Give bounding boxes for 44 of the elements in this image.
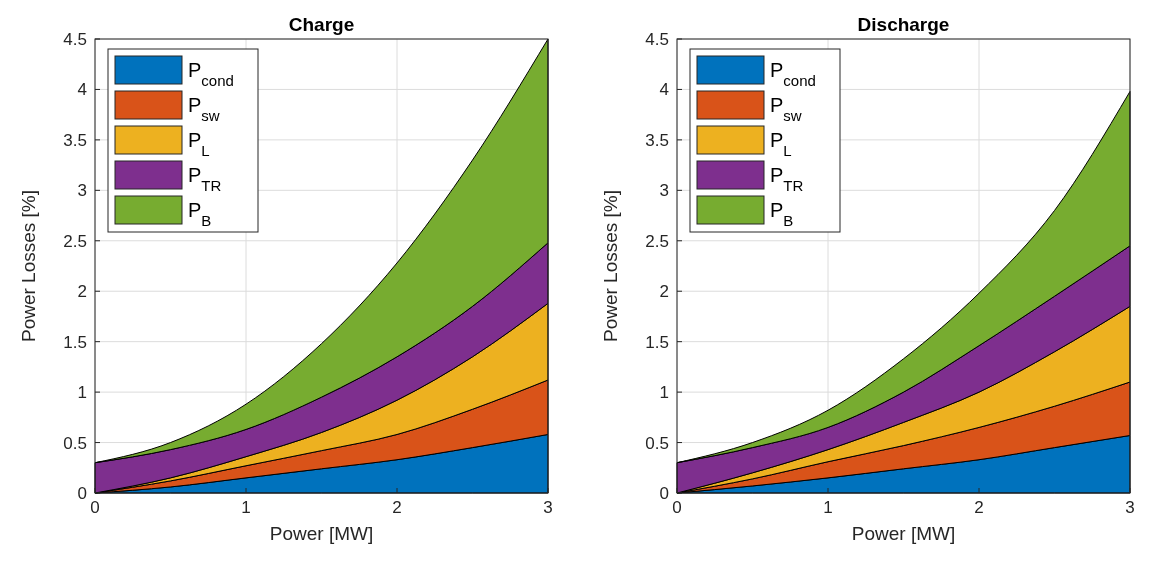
chart-title: Discharge — [857, 14, 950, 35]
y-tick-label: 2 — [659, 282, 669, 302]
x-tick-label: 2 — [974, 498, 984, 517]
y-axis-title: Power Losses [%] — [600, 189, 621, 343]
x-axis-title: Power [MW] — [269, 523, 374, 544]
y-tick-label: 1.5 — [645, 332, 669, 352]
y-tick-label: 4.5 — [63, 30, 87, 49]
y-tick-label: 1 — [659, 383, 669, 403]
x-tick-label: 0 — [90, 498, 100, 517]
x-tick-label: 3 — [1125, 498, 1135, 517]
y-axis-title: Power Losses [%] — [18, 189, 39, 343]
legend-label: P$_{cond}$ — [188, 59, 234, 89]
legend-label: P$_{L}$ — [770, 129, 792, 159]
y-tick-label: 0 — [659, 484, 669, 503]
y-tick-label: 4 — [77, 80, 87, 100]
y-tick-label: 3 — [659, 181, 669, 201]
y-tick-label: 1 — [77, 383, 87, 403]
legend-label: P$_{TR}$ — [188, 164, 222, 194]
y-tick-label: 0.5 — [63, 433, 87, 453]
x-tick-label: 0 — [672, 498, 682, 517]
legend-label: P$_{L}$ — [188, 129, 210, 159]
legend-label: P$_{cond}$ — [770, 59, 816, 89]
y-tick-label: 4.5 — [645, 30, 669, 49]
y-tick-label: 3 — [77, 181, 87, 201]
x-tick-label: 1 — [241, 498, 251, 517]
legend-label: P$_{sw}$ — [770, 94, 802, 124]
y-tick-label: 1.5 — [63, 332, 87, 352]
chart-title: Charge — [288, 14, 355, 35]
y-tick-label: 3.5 — [63, 130, 87, 150]
legend-label: P$_{B}$ — [770, 199, 794, 229]
x-axis-title: Power [MW] — [851, 523, 956, 544]
y-tick-label: 0.5 — [645, 433, 669, 453]
y-tick-label: 2.5 — [63, 231, 87, 251]
y-tick-label: 4 — [659, 80, 669, 100]
x-tick-label: 1 — [823, 498, 833, 517]
y-tick-label: 2 — [77, 282, 87, 302]
legend-label: P$_{sw}$ — [188, 94, 220, 124]
x-tick-label: 3 — [543, 498, 553, 517]
y-tick-label: 0 — [77, 484, 87, 503]
legend-label: P$_{B}$ — [188, 199, 212, 229]
legend-label: P$_{TR}$ — [770, 164, 804, 194]
x-tick-label: 2 — [392, 498, 402, 517]
y-tick-label: 3.5 — [645, 130, 669, 150]
y-tick-label: 2.5 — [645, 231, 669, 251]
